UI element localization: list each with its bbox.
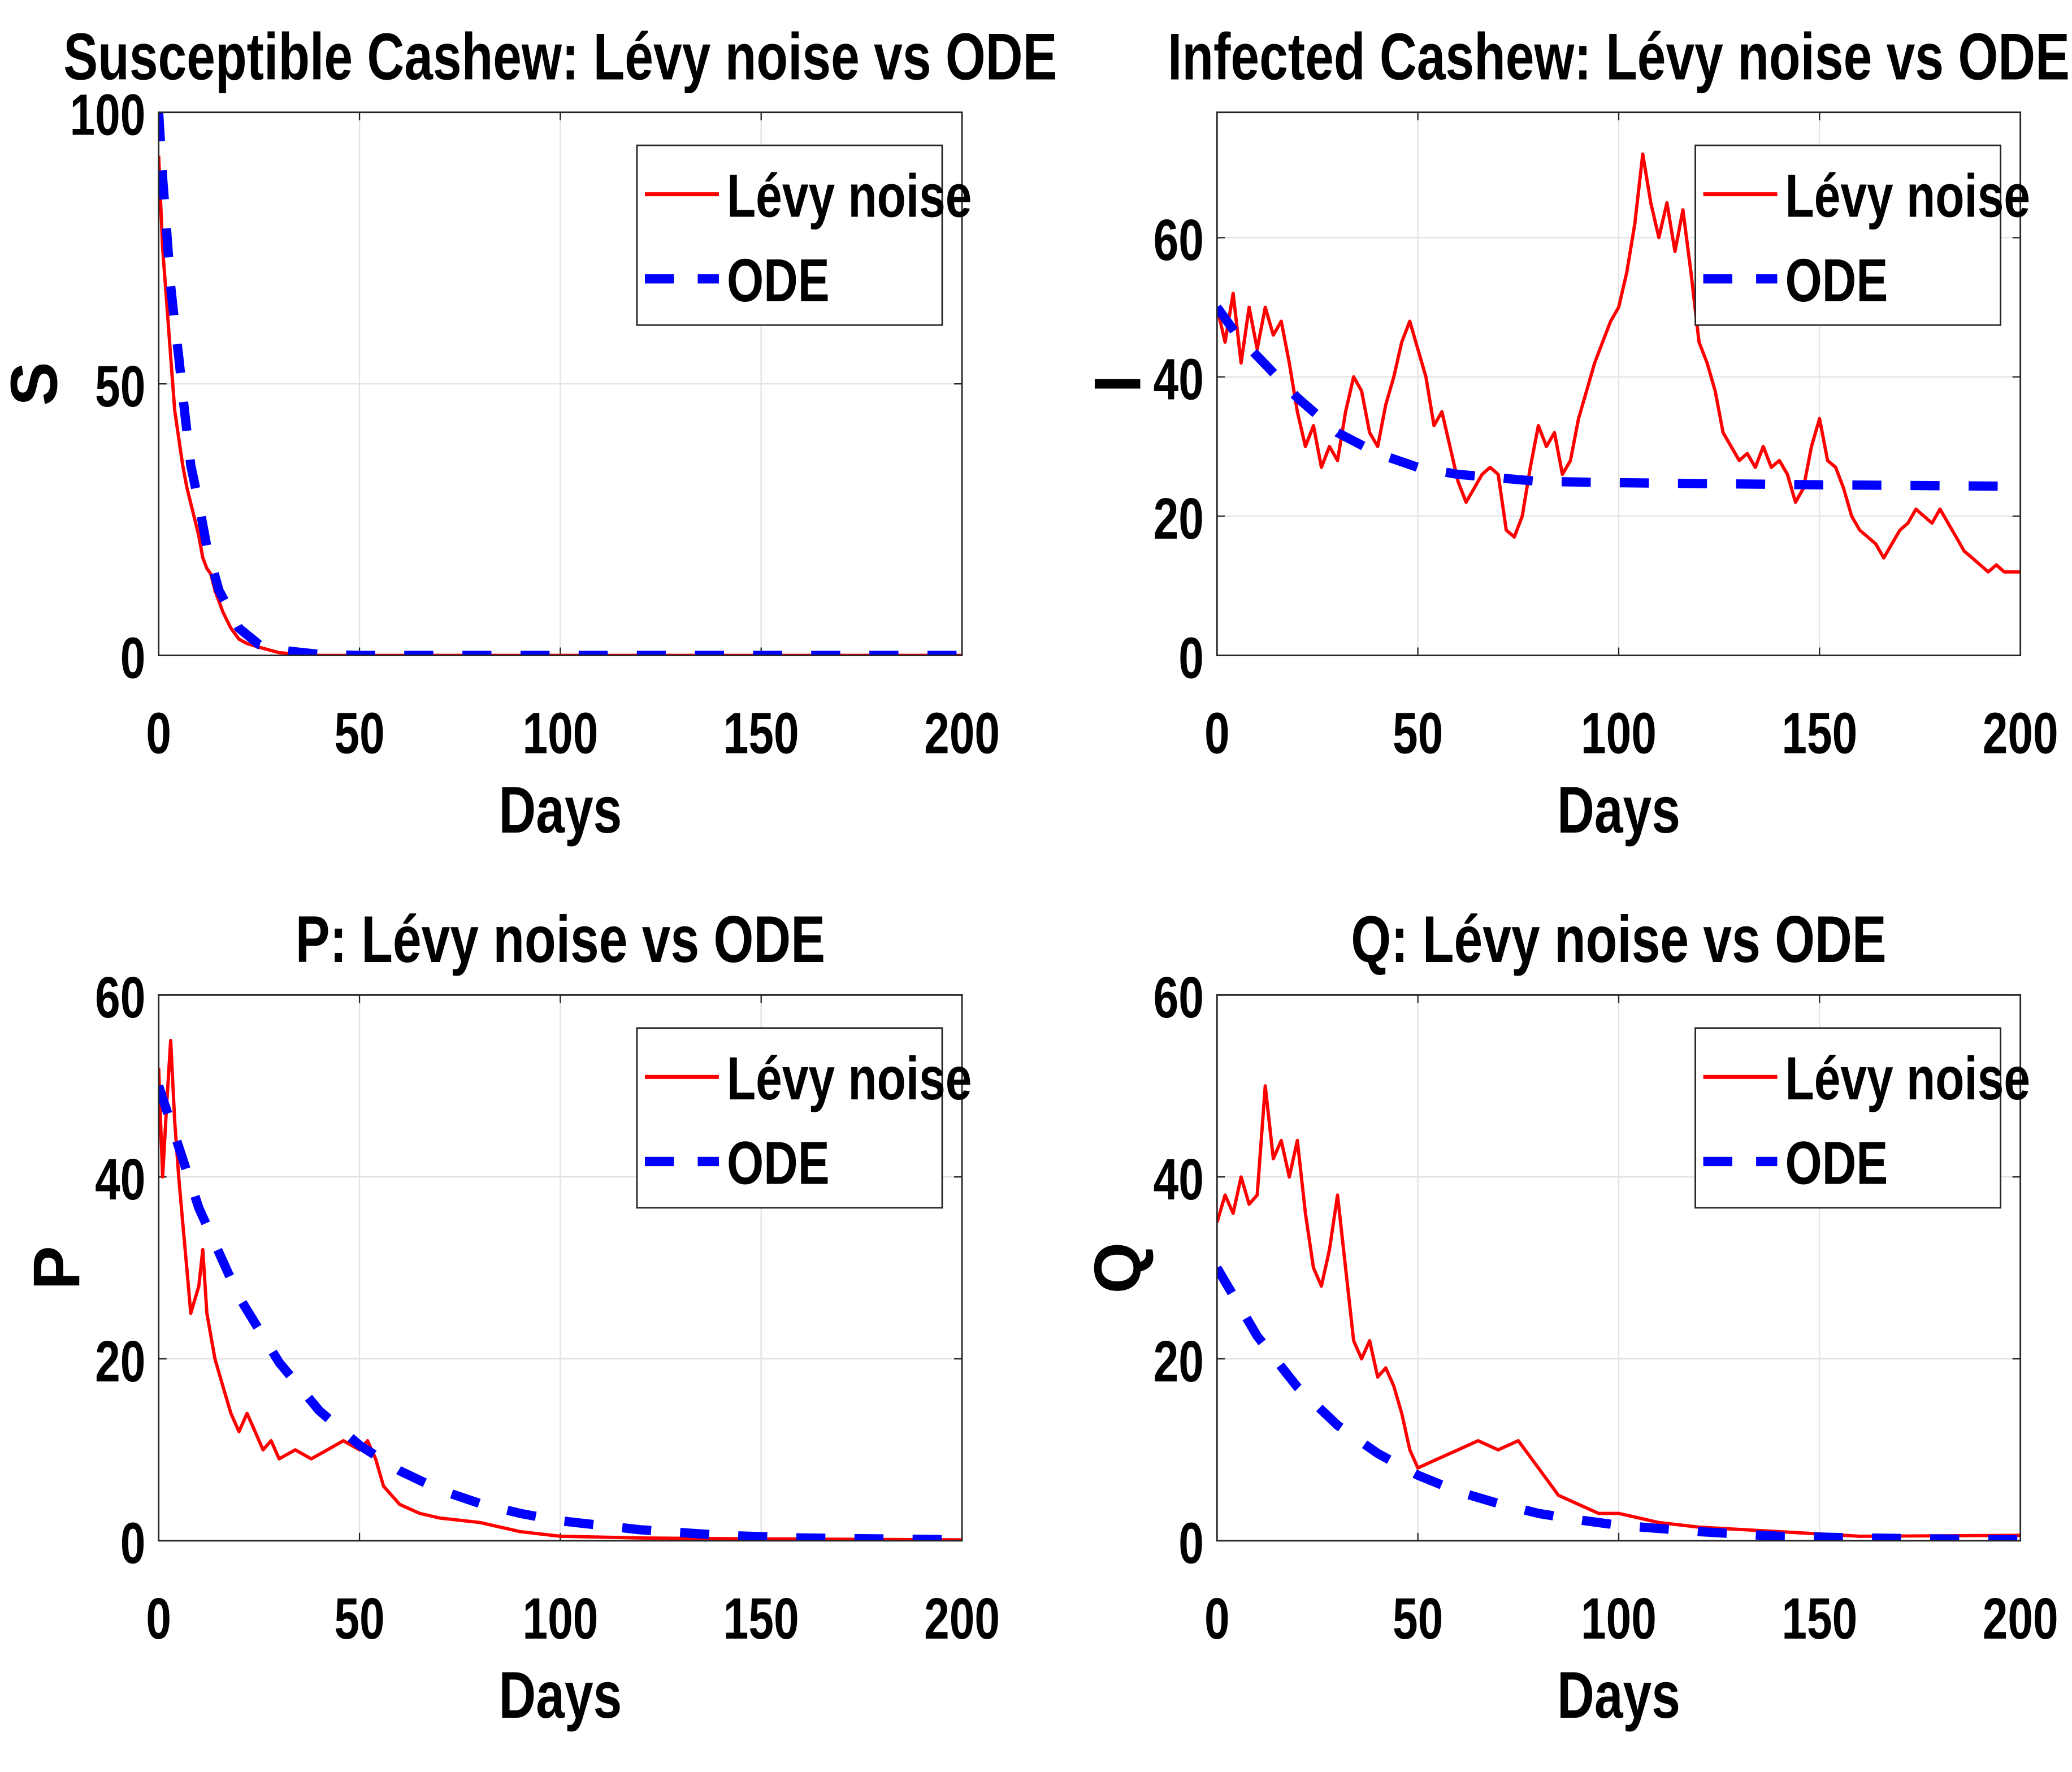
y-tick-label: 0	[120, 1510, 146, 1576]
legend-label: ODE	[1785, 247, 1888, 314]
legend-box	[1694, 144, 2002, 326]
series-ode-line	[158, 112, 963, 656]
series-ode-line	[1217, 304, 2021, 491]
x-axis-label: Days	[499, 1658, 622, 1732]
legend-label: Lévy noise	[727, 163, 972, 230]
y-tick-label: 40	[1154, 346, 1204, 412]
x-axis-label: Days	[499, 773, 622, 847]
legend-box	[636, 144, 943, 326]
y-tick-label: 60	[95, 964, 145, 1030]
x-tick-label: 50	[334, 700, 384, 766]
series-ode-line	[158, 1084, 963, 1541]
legend-label: ODE	[727, 1130, 830, 1197]
x-tick-label: 100	[522, 1585, 598, 1651]
legend: Lévy noise ODE	[636, 144, 972, 326]
y-tick-label: 0	[120, 625, 146, 691]
y-tick-label: 50	[95, 353, 145, 419]
chart-title: Q: Lévy noise vs ODE	[1351, 903, 1886, 976]
y-tick-label: 40	[1154, 1146, 1204, 1212]
y-tick-label: 100	[70, 82, 145, 148]
series-levy-noise-line	[1217, 152, 2021, 574]
y-axis-label: S	[0, 362, 71, 406]
y-tick-label: 20	[95, 1328, 145, 1394]
x-tick-label: 50	[1393, 1585, 1443, 1651]
axes-box	[158, 994, 963, 1542]
legend-label: Lévy noise	[727, 1045, 972, 1112]
legend-box	[636, 1027, 943, 1209]
series-levy-noise-line	[1217, 1084, 2021, 1538]
x-tick-label: 50	[1393, 700, 1443, 766]
y-axis-label: P	[19, 1246, 93, 1290]
subplot-I: 0 50 100 150 200 0 20 40 60 Infected Cashew: Lévy…	[1081, 20, 2070, 847]
axes-box	[1216, 111, 2022, 656]
y-tick-label: 0	[1178, 1510, 1204, 1576]
x-tick-label: 200	[924, 700, 1000, 766]
y-tick-label: 60	[1154, 964, 1204, 1030]
x-tick-label: 0	[146, 1585, 171, 1651]
y-tick-label: 0	[1178, 625, 1204, 691]
legend-label: Lévy noise	[1785, 1045, 2031, 1112]
axes-box	[158, 111, 963, 656]
x-axis-label: Days	[1557, 773, 1680, 847]
x-tick-label: 200	[924, 1585, 1000, 1651]
chart-title: Susceptible Cashew: Lévy noise vs ODE	[63, 20, 1057, 93]
x-tick-label: 0	[1204, 700, 1230, 766]
legend-label: ODE	[1785, 1130, 1888, 1197]
x-tick-label: 200	[1983, 700, 2058, 766]
x-tick-label: 150	[723, 1585, 799, 1651]
y-axis-label: Q	[1081, 1242, 1155, 1294]
x-tick-label: 150	[1781, 700, 1857, 766]
y-tick-label: 20	[1154, 486, 1204, 551]
x-tick-label: 150	[1781, 1585, 1857, 1651]
y-axis-label: I	[1081, 375, 1155, 393]
legend-box	[1694, 1027, 2002, 1209]
x-tick-label: 0	[1204, 1585, 1230, 1651]
x-tick-label: 0	[146, 700, 171, 766]
subplot-P: 0 50 100 150 200 0 20 40 60 P: Lévy noise vs ODE D…	[19, 903, 1000, 1732]
x-axis-label: Days	[1557, 1658, 1680, 1732]
legend-label: ODE	[727, 247, 830, 314]
x-tick-label: 100	[522, 700, 598, 766]
x-tick-label: 100	[1581, 1585, 1657, 1651]
legend: Lévy noise ODE	[636, 1027, 972, 1209]
x-tick-label: 50	[334, 1585, 384, 1651]
series-levy-noise-line	[158, 1038, 963, 1541]
x-tick-label: 150	[723, 700, 799, 766]
y-tick-label: 20	[1154, 1328, 1204, 1394]
legend: Lévy noise ODE	[1694, 1027, 2031, 1209]
x-tick-label: 200	[1983, 1585, 2058, 1651]
y-tick-label: 40	[95, 1146, 145, 1212]
y-tick-label: 60	[1154, 207, 1204, 273]
subplot-Q: 0 50 100 150 200 0 20 40 60 Q: Lévy noise vs ODE D…	[1081, 903, 2058, 1732]
axes-box	[1216, 994, 2022, 1542]
legend: Lévy noise ODE	[1694, 144, 2031, 326]
chart-title: Infected Cashew: Lévy noise vs ODE	[1168, 20, 2070, 93]
legend-label: Lévy noise	[1785, 163, 2031, 230]
chart-title: P: Lévy noise vs ODE	[296, 903, 825, 976]
x-tick-label: 100	[1581, 700, 1657, 766]
